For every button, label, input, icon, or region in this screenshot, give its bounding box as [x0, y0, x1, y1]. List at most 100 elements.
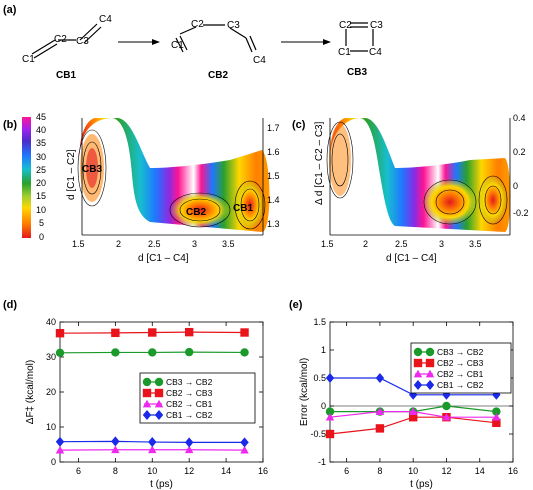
y-tick: 1.6: [267, 147, 280, 157]
data-point: [154, 399, 164, 408]
y-tick-label: 40: [46, 317, 56, 327]
cb3-atom-c3: C3: [370, 20, 383, 31]
y-ticks-c: 0.4 0.2 0 -0.2: [513, 113, 529, 218]
y-tick-label: 1: [321, 345, 326, 355]
axis-frame-c: [329, 118, 511, 236]
legend-entry: CB2 → CB1: [437, 369, 484, 379]
y-tick-label: 10: [46, 422, 56, 432]
data-point: [425, 358, 435, 368]
data-point: [492, 418, 501, 427]
data-point: [375, 373, 385, 383]
x-ticks-c: 1.5 2 2.5 3 3.5: [321, 239, 482, 249]
y-tick-label: 0: [321, 401, 326, 411]
data-point: [425, 369, 435, 378]
data-point: [325, 429, 335, 439]
y-tick-label: 0: [51, 457, 56, 467]
data-point: [425, 380, 435, 390]
y-axis-label-b: d [C1 – C2]: [66, 149, 77, 200]
legend-entry: CB2 → CB3: [166, 388, 213, 398]
reaction-arrow-1: [118, 39, 160, 45]
y-tick: 1.4: [267, 195, 280, 205]
y-tick-label: 20: [46, 387, 56, 397]
cb2-atom-c2: C2: [191, 19, 204, 30]
data-point: [55, 436, 65, 447]
data-point: [240, 445, 249, 454]
x-tick-label: 8: [113, 466, 118, 476]
data-point: [148, 348, 157, 357]
x-tick-label: 6: [344, 466, 349, 476]
cb1-name: CB1: [56, 70, 76, 81]
cb2-atom-c1: C1: [171, 40, 184, 51]
data-point: [55, 348, 65, 357]
data-point: [413, 380, 423, 390]
x-tick-label: 14: [221, 466, 231, 476]
data-point: [492, 407, 501, 416]
x-axis-label: t (ps): [410, 479, 433, 490]
y-tick: 1.5: [267, 171, 280, 181]
legend-entry: CB1 → CB2: [437, 380, 484, 390]
panel-c: (c) 1.5 2 2.5 3 3.5: [292, 113, 529, 264]
x-tick-label: 12: [441, 466, 451, 476]
x-tick-label: 12: [184, 466, 194, 476]
x-axis-label: t (ps): [150, 479, 173, 490]
free-energy-map-b: CB3 CB2 CB1: [77, 118, 270, 232]
cb1-atom-c1: C1: [22, 54, 35, 65]
data-point: [325, 407, 335, 416]
y-tick: -0.2: [513, 208, 529, 218]
axis-frame-b: [81, 118, 264, 236]
data-point: [154, 388, 164, 398]
x-tick-label: 10: [408, 466, 418, 476]
legend-entry: CB3 → CB2: [437, 347, 484, 357]
data-point: [55, 329, 65, 338]
data-point: [142, 410, 152, 420]
data-point: [142, 388, 152, 398]
x-tick-label: 6: [76, 466, 81, 476]
panel-a: (a) C4 C2 C3 C1 CB1 C2 C3 C1 C4 CB2: [3, 4, 383, 81]
colorbar-tick: 25: [36, 165, 46, 175]
y-tick-label: -1: [318, 457, 326, 467]
y-tick: 0.2: [513, 147, 526, 157]
data-point: [240, 328, 249, 337]
minimum-label-cb3: CB3: [82, 164, 102, 175]
data-point: [325, 373, 335, 383]
y-tick-label: 1.5: [313, 317, 326, 327]
y-tick: 1.7: [267, 123, 280, 133]
cb1-atom-c4: C4: [99, 14, 112, 25]
data-point: [142, 377, 152, 387]
data-point: [492, 413, 501, 421]
data-point: [184, 327, 194, 337]
data-point: [375, 424, 385, 433]
data-point: [184, 437, 194, 448]
data-point: [442, 401, 451, 411]
data-point: [442, 413, 451, 421]
data-point: [111, 445, 120, 454]
data-point: [413, 369, 423, 378]
series-square: [55, 327, 249, 338]
cb2-atom-c4: C4: [253, 55, 266, 66]
data-point: [240, 437, 249, 448]
colorbar-tick: 20: [36, 178, 46, 188]
x-ticks-b: 1.5 2 2.5 3 3.5: [72, 239, 235, 249]
colorbar-tick: 5: [39, 218, 44, 228]
legend-entry: CB2 → CB3: [437, 358, 484, 368]
x-tick-label: 10: [147, 466, 157, 476]
data-point: [413, 358, 423, 368]
legend-entry: CB2 → CB1: [166, 399, 213, 409]
data-point: [148, 445, 157, 454]
data-point: [148, 437, 157, 448]
x-tick-label: 8: [377, 466, 382, 476]
x-tick: 3.5: [469, 239, 482, 249]
reaction-arrow-2: [281, 39, 331, 45]
colorbar-tick: 35: [36, 138, 46, 148]
colorbar-tick: 45: [36, 112, 46, 122]
colorbar-tick: 40: [36, 125, 46, 135]
minimum-label-cb1: CB1: [233, 203, 253, 214]
cb1-atom-c3: C3: [76, 36, 89, 47]
x-tick: 3.5: [222, 239, 235, 249]
data-point: [154, 410, 164, 420]
data-point: [111, 436, 120, 447]
legend-entry: CB1 → CB2: [166, 410, 213, 420]
